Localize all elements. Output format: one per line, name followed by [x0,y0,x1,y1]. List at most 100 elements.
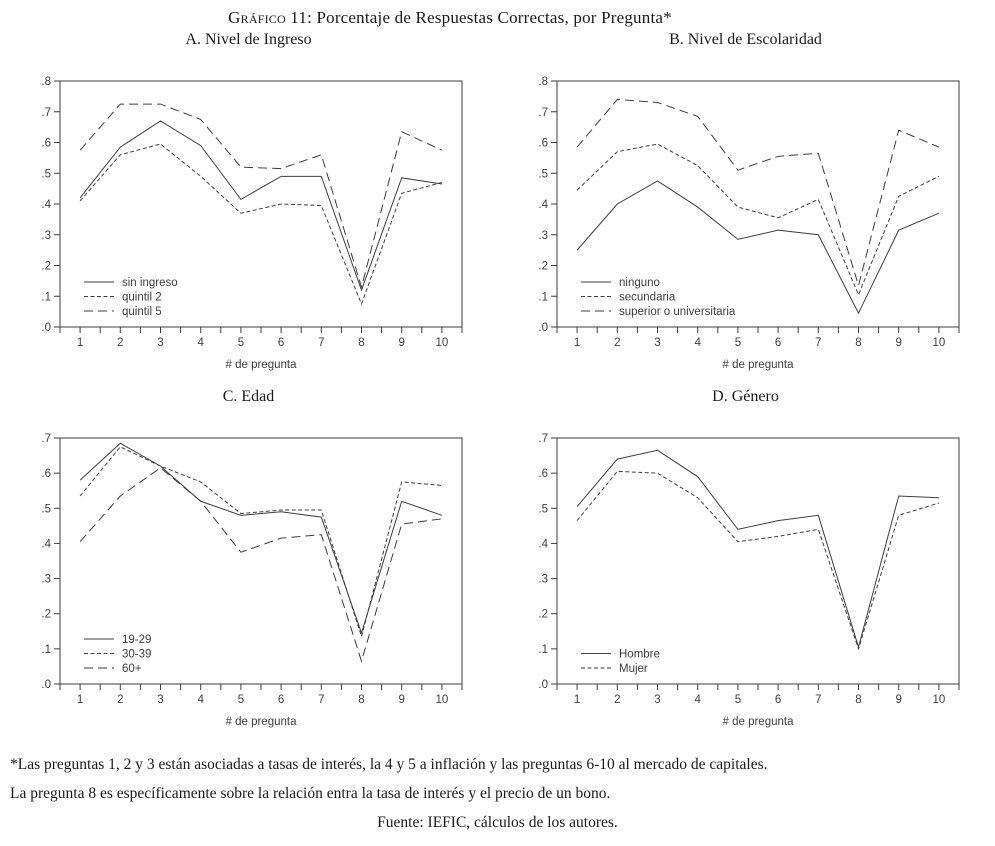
y-tick-label: .4 [41,538,51,550]
y-tick-label: .5 [41,503,51,515]
x-tick-label: 6 [277,694,283,706]
plot-frame [59,437,462,685]
legend-label-mujer: Mujer [619,663,648,675]
series-line-hombre [576,449,939,649]
x-tick-label: 6 [277,337,283,349]
x-tick-label: 1 [76,694,82,706]
legend-label-30-39: 30-39 [122,649,151,661]
panel-b-title: B. Nivel de Escolaridad [669,31,822,48]
y-tick-label: .5 [538,503,548,515]
y-tick-label: .4 [538,538,548,550]
series-line-60 [79,467,442,663]
x-axis-title: # de pregunta [225,359,297,371]
x-tick-label: 9 [895,694,901,706]
panel-b-chart: .0 .1 .2 .3 .4 .5 .6 .7 .8 1 2 3 4 5 6 7 8 9 10 # de pregun… [538,76,959,371]
legend-label-sin-ingreso: sin ingreso [122,277,178,289]
x-tick-label: 10 [435,337,448,349]
panel-c-title: C. Edad [222,388,275,405]
x-tick-label: 3 [157,694,163,706]
x-tick-label: 1 [76,337,82,349]
y-tick-label: .4 [41,199,51,211]
figure-title-rest: Porcentaje de Respuestas Correctas, por … [312,8,672,27]
legend-label-secundaria: secundaria [619,292,676,304]
x-tick-label: 6 [774,694,780,706]
figure-title: Gráfico 11: Porcentaje de Respuestas Cor… [0,0,900,28]
y-tick-label: .2 [538,609,548,621]
legend-label-60: 60+ [122,663,142,675]
panel-d: D. Género .0 .1 .2 .3 .4 .5 .6 .7 1 2 3 4 5 6 7 8 9 10 # d… [497,385,994,742]
panel-d-title: D. Género [712,388,779,405]
x-tick-label: 2 [117,694,123,706]
legend-label-hombre: Hombre [619,649,660,661]
x-tick-label: 6 [774,337,780,349]
y-tick-label: .5 [538,168,548,180]
x-tick-label: 10 [932,694,945,706]
y-tick-label: .7 [41,107,51,119]
x-tick-label: 8 [855,337,861,349]
x-tick-label: 3 [654,694,660,706]
y-tick-label: .1 [538,291,548,303]
series-line-quintil-2 [79,143,442,306]
source-line: Fuente: IEFIC, cálculos de los autores. [377,814,618,831]
x-axis-title: # de pregunta [722,716,794,728]
series-line-sin-ingreso [79,120,442,292]
x-axis-title: # de pregunta [225,716,297,728]
x-tick-label: 9 [398,694,404,706]
x-tick-label: 5 [734,694,740,706]
x-tick-label: 4 [694,337,701,349]
legend-label-19-29: 19-29 [122,634,151,646]
plot-frame [59,80,462,328]
x-tick-label: 7 [815,337,821,349]
series-line-ninguno [576,180,939,315]
x-tick-label: 2 [117,337,123,349]
series-line-mujer [576,470,939,651]
y-tick-label: .3 [538,230,548,242]
panel-d-chart: .0 .1 .2 .3 .4 .5 .6 .7 1 2 3 4 5 6 7 8 9 10 # de pregunta… [538,433,959,728]
panel-c-chart: .0 .1 .2 .3 .4 .5 .6 .7 1 2 3 4 5 6 7 8 9 10 # de pregunta… [41,433,462,728]
y-tick-label: .3 [41,230,51,242]
y-tick-label: .3 [538,574,548,586]
y-tick-label: .6 [538,468,548,480]
series-line-quintil-5 [79,103,442,289]
y-tick-label: .6 [538,138,548,150]
y-tick-label: .5 [41,168,51,180]
y-tick-label: .3 [41,574,51,586]
series-line-30-39 [79,446,442,639]
panel-b: B. Nivel de Escolaridad .0 .1 .2 .3 .4 .5 .6 .7… [497,28,994,385]
y-tick-label: .7 [538,107,548,119]
x-tick-label: 1 [573,337,579,349]
x-tick-label: 9 [895,337,901,349]
y-tick-label: .2 [41,609,51,621]
x-tick-label: 3 [654,337,660,349]
x-tick-label: 8 [358,337,364,349]
figure-title-prefix: Gráfico 11: [228,8,313,27]
y-tick-label: .0 [41,679,51,691]
series-line-secundaria [576,143,939,297]
footnotes: *Las preguntas 1, 2 y 3 están asociadas … [0,756,995,832]
x-tick-label: 7 [318,337,324,349]
x-tick-label: 9 [398,337,404,349]
x-tick-label: 4 [197,694,204,706]
x-tick-label: 7 [318,694,324,706]
legend-label-ninguno: ninguno [619,277,660,289]
y-tick-label: .2 [41,261,51,273]
plot-frame [556,437,959,685]
y-tick-label: .4 [538,199,548,211]
panel-a-title: A. Nivel de Ingreso [185,31,312,48]
y-tick-label: .6 [41,468,51,480]
panel-c: C. Edad .0 .1 .2 .3 .4 .5 .6 .7 1 2 3 4 5 6 7 8 9 10 # de … [0,385,497,742]
y-tick-label: .7 [538,433,548,445]
y-tick-label: .8 [538,76,548,88]
footnote-line-2: La pregunta 8 es específicamente sobre l… [10,785,611,802]
y-tick-label: .0 [41,322,51,334]
y-tick-label: .0 [538,679,548,691]
charts-grid: A. Nivel de Ingreso .0 .1 .2 .3 .4 .5 .6 .7 .8 1 2… [0,28,995,742]
y-tick-label: .8 [41,76,51,88]
x-tick-label: 8 [855,694,861,706]
y-tick-label: .1 [41,291,51,303]
series-line-superior-o-universitaria [576,98,939,288]
x-axis-title: # de pregunta [722,359,794,371]
x-tick-label: 4 [197,337,204,349]
legend-label-quintil-5: quintil 5 [122,306,162,318]
